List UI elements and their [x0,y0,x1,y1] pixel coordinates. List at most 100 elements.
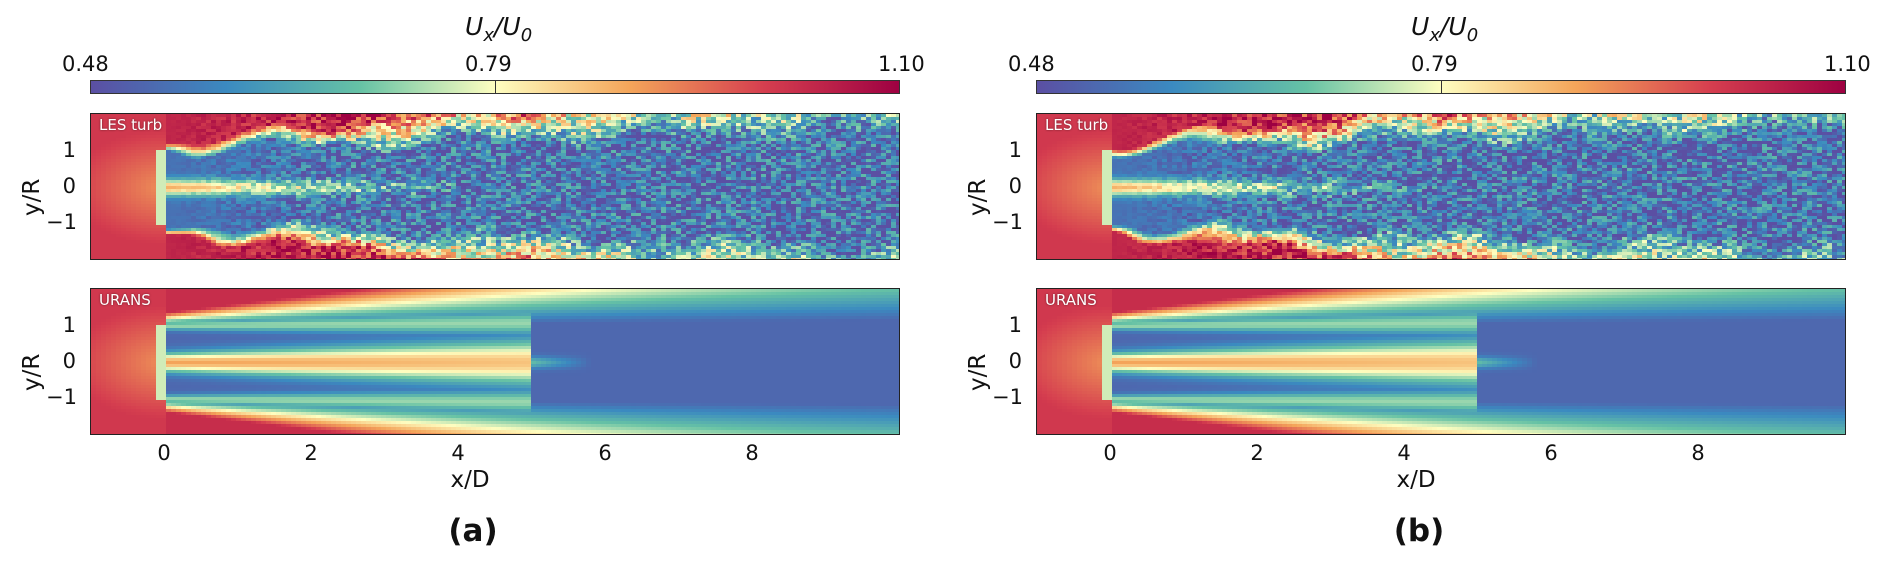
field-cell [446,138,452,142]
field-cell [816,144,822,148]
field-cell [871,159,877,163]
field-cell [651,156,657,160]
field-cell [186,180,192,184]
field-cell [406,195,412,199]
field-cell [641,135,647,139]
field-cell [536,138,542,142]
field-cell [131,159,137,163]
field-cell [366,162,372,166]
field-cell [691,144,697,148]
field-cell [146,186,152,190]
field-cell [126,159,132,163]
field-cell [741,186,747,190]
field-cell [256,114,262,118]
field-cell [241,156,247,160]
field-cell [836,183,842,187]
field-cell [261,195,267,199]
field-cell [126,204,132,208]
field-cell [696,126,702,130]
field-cell [181,144,187,148]
field-cell [421,189,427,193]
field-cell [371,162,377,166]
field-cell [106,129,112,133]
field-cell [401,129,407,133]
field-cell [406,198,412,202]
field-cell [101,147,107,151]
field-cell [446,204,452,208]
field-cell [356,117,362,121]
field-cell [496,165,502,169]
field-cell [321,165,327,169]
field-cell [116,129,122,133]
field-cell [296,135,302,139]
field-cell [471,120,477,124]
field-cell [246,198,252,202]
field-cell [106,177,112,181]
field-cell [201,120,207,124]
field-cell [396,114,402,118]
field-cell [486,156,492,160]
field-cell [276,180,282,184]
field-cell [371,147,377,151]
field-cell [706,171,712,175]
field-cell [226,132,232,136]
field-cell [281,186,287,190]
field-cell [656,141,662,145]
field-cell [391,177,397,181]
field-cell [696,135,702,139]
field-cell [486,195,492,199]
field-cell [221,186,227,190]
field-cell [756,120,762,124]
field-cell [846,117,852,121]
field-cell [656,144,662,148]
field-cell [101,171,107,175]
field-cell [156,174,162,178]
field-cell [426,153,432,157]
field-cell [276,195,282,199]
field-cell [596,117,602,121]
field-cell [666,156,672,160]
field-cell [561,177,567,181]
field-cell [511,168,517,172]
field-cell [886,180,892,184]
field-cell [706,198,712,202]
field-cell [226,201,232,205]
field-cell [306,162,312,166]
field-cell [591,174,597,178]
field-cell [621,183,627,187]
field-cell [251,162,257,166]
field-cell [151,162,157,166]
field-cell [841,198,847,202]
field-cell [311,162,317,166]
field-cell [746,150,752,154]
field-cell [391,141,397,145]
field-cell [221,168,227,172]
field-cell [731,198,737,202]
field-cell [291,147,297,151]
field-cell [866,183,872,187]
field-cell [781,165,787,169]
field-cell [836,180,842,184]
field-cell [796,144,802,148]
field-cell [211,114,217,118]
field-cell [571,195,577,199]
field-cell [176,177,182,181]
field-cell [876,138,882,142]
field-cell [796,153,802,157]
field-cell [876,168,882,172]
field-cell [281,141,287,145]
field-cell [296,117,302,121]
field-cell [221,114,227,118]
field-cell [336,192,342,196]
field-cell [331,141,337,145]
field-cell [591,141,597,145]
field-cell [646,147,652,151]
field-cell [171,186,177,190]
field-cell [191,153,197,157]
field-cell [566,114,572,118]
field-cell [171,129,177,133]
field-cell [476,129,482,133]
field-cell [591,192,597,196]
field-cell [866,192,872,196]
field-cell [521,165,527,169]
